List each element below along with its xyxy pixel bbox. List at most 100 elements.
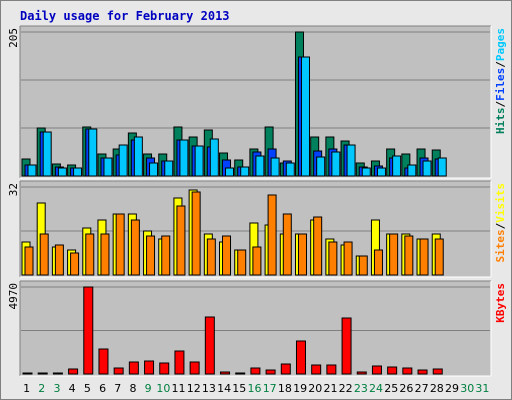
bar-pages-day-11 [179, 139, 189, 177]
bar-pages-day-19 [300, 56, 310, 177]
bar-sites-day-27 [419, 238, 429, 276]
bar-pages-day-22 [346, 144, 356, 177]
x-tick-label: 23 [354, 382, 368, 395]
bar-sites-day-14 [222, 235, 232, 276]
bar-pages-day-10 [164, 160, 174, 177]
scale-label: 4970 [7, 283, 20, 310]
bar-sites-day-4 [70, 252, 80, 276]
legend-separator: / [494, 222, 507, 229]
x-tick-label: 28 [430, 382, 444, 395]
bar-sites-day-28 [434, 238, 444, 276]
bar-pages-day-6 [103, 157, 113, 177]
bar-pages-day-23 [361, 167, 371, 177]
bar-sites-day-26 [404, 235, 414, 276]
bar-kbytes-day-3 [52, 372, 63, 375]
bar-pages-day-3 [57, 167, 67, 177]
bar-kbytes-day-17 [265, 369, 276, 375]
bar-pages-day-26 [407, 164, 417, 177]
bar-sites-day-9 [146, 235, 156, 276]
x-tick-label: 12 [187, 382, 201, 395]
bar-sites-day-13 [206, 238, 216, 276]
panel-kbytes: 4970 KBytes [7, 280, 507, 377]
bar-kbytes-day-9 [144, 360, 155, 375]
x-tick-label: 13 [202, 382, 216, 395]
bar-sites-day-7 [115, 213, 125, 276]
bar-kbytes-day-19 [295, 340, 306, 375]
bar-sites-day-12 [191, 191, 201, 276]
bar-kbytes-day-2 [37, 372, 48, 375]
x-tick-label: 19 [293, 382, 307, 395]
x-tick-label: 18 [278, 382, 292, 395]
x-tick-label: 4 [69, 382, 76, 395]
bar-kbytes-day-23 [356, 371, 367, 375]
legend: Sites/Visits [494, 183, 507, 263]
bar-sites-day-24 [373, 249, 383, 276]
x-tick-label: 16 [248, 382, 262, 395]
bar-kbytes-day-28 [432, 368, 443, 375]
bar-sites-day-8 [130, 219, 140, 276]
bar-kbytes-day-16 [250, 367, 261, 375]
bar-kbytes-day-5 [83, 286, 94, 375]
legend-files: Files [494, 68, 507, 101]
bar-sites-day-25 [389, 233, 399, 276]
bar-sites-day-5 [85, 233, 95, 276]
bar-pages-day-5 [88, 128, 98, 177]
bar-pages-day-7 [118, 144, 128, 177]
x-tick-label: 25 [384, 382, 398, 395]
x-tick-label: 3 [53, 382, 60, 395]
legend-visits: Visits [494, 183, 507, 223]
bar-sites-day-23 [358, 255, 368, 276]
bar-sites-day-21 [328, 241, 338, 276]
bar-kbytes-day-13 [204, 316, 215, 375]
x-tick-label: 17 [263, 382, 277, 395]
x-tick-label: 31 [475, 382, 489, 395]
bar-pages-day-9 [149, 162, 159, 177]
bar-kbytes-day-10 [159, 362, 170, 375]
scale-label: 205 [7, 28, 20, 48]
bar-kbytes-day-14 [220, 371, 231, 375]
x-tick-label: 15 [232, 382, 246, 395]
bar-kbytes-day-20 [311, 364, 322, 375]
x-tick-label: 30 [460, 382, 474, 395]
x-tick-label: 1 [23, 382, 30, 395]
x-tick-label: 29 [445, 382, 459, 395]
bar-kbytes-day-12 [189, 361, 200, 375]
bar-kbytes-day-18 [280, 363, 291, 375]
bar-sites-day-22 [343, 241, 353, 276]
bar-sites-day-1 [24, 246, 34, 276]
bar-pages-day-12 [194, 145, 204, 177]
x-tick-label: 2 [38, 382, 45, 395]
chart-title: Daily usage for February 2013 [20, 9, 230, 23]
bar-pages-day-18 [285, 162, 295, 177]
bar-sites-day-20 [313, 216, 323, 276]
legend-separator: / [494, 101, 507, 108]
bar-kbytes-day-11 [174, 350, 185, 375]
x-tick-label: 21 [323, 382, 337, 395]
bar-sites-day-10 [161, 235, 171, 276]
bar-sites-day-3 [54, 244, 64, 276]
bar-pages-day-27 [422, 160, 432, 177]
bar-pages-day-15 [240, 166, 250, 177]
bar-pages-day-25 [392, 155, 402, 177]
bar-kbytes-day-15 [235, 372, 246, 375]
bar-sites-day-15 [237, 249, 247, 276]
x-tick-label: 27 [415, 382, 429, 395]
bar-pages-day-4 [73, 167, 83, 177]
bar-pages-day-21 [331, 151, 341, 177]
bar-sites-day-16 [252, 246, 262, 276]
x-tick-label: 10 [156, 382, 170, 395]
x-tick-label: 11 [172, 382, 186, 395]
bar-kbytes-day-25 [387, 366, 398, 375]
bar-sites-day-11 [176, 205, 186, 276]
x-tick-label: 5 [84, 382, 91, 395]
bar-kbytes-day-6 [98, 348, 109, 375]
x-tick-label: 14 [217, 382, 231, 395]
scale-label: 32 [7, 183, 20, 196]
x-tick-label: 20 [308, 382, 322, 395]
bar-kbytes-day-7 [113, 367, 124, 375]
bar-pages-day-24 [376, 167, 386, 177]
bar-pages-day-20 [316, 156, 326, 177]
